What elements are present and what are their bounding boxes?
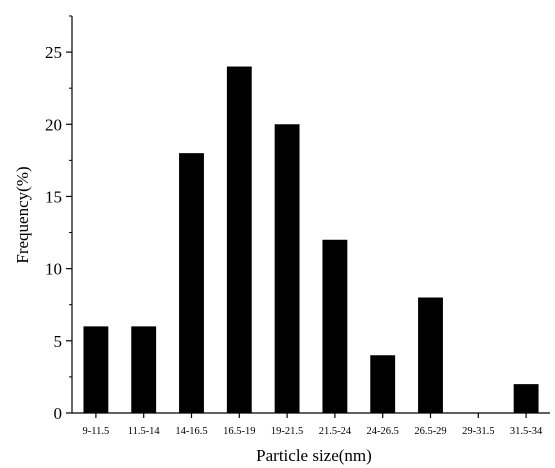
x-axis-title: Particle size(nm): [256, 446, 372, 465]
bar-21.5-24: [322, 239, 348, 413]
bar-31.5-34: [513, 384, 539, 413]
x-tick-label: 19-21.5: [271, 426, 303, 437]
y-ticks-group: 0 5 10 15 20 25: [45, 15, 72, 423]
bar-11.5-14: [131, 326, 157, 413]
y-tick-label: 25: [45, 43, 62, 62]
x-tick-label: 26.5-29: [414, 426, 446, 437]
y-tick-label: 5: [54, 332, 63, 351]
bars-group: [83, 66, 539, 414]
x-tick-label: 14-16.5: [175, 426, 207, 437]
bar-26.5-29: [418, 297, 443, 413]
bar-16.5-19: [226, 66, 252, 413]
x-tick-label: 31.5-34: [510, 426, 543, 437]
x-tick-label: 16.5-19: [223, 426, 255, 437]
bar-14-16.5: [179, 153, 204, 413]
x-ticks-group: 9-11.5 11.5-14 14-16.5 16.5-19 19-21.5 21.5-2…: [83, 413, 543, 437]
bar-19-21.5: [274, 124, 300, 414]
bar-24-26.5: [370, 355, 396, 413]
x-tick-label: 11.5-14: [128, 426, 161, 437]
x-tick-label: 9-11.5: [83, 426, 110, 437]
x-tick-label: 21.5-24: [319, 426, 352, 437]
y-tick-label: 10: [45, 260, 62, 279]
y-tick-label: 20: [45, 115, 62, 134]
x-tick-label: 29-31.5: [462, 426, 494, 437]
y-tick-label: 15: [45, 187, 62, 206]
y-axis-title: Frequency(%): [13, 166, 32, 263]
bar-9-11.5: [83, 326, 109, 413]
x-tick-label: 24-26.5: [367, 426, 399, 437]
y-tick-label: 0: [54, 404, 63, 423]
